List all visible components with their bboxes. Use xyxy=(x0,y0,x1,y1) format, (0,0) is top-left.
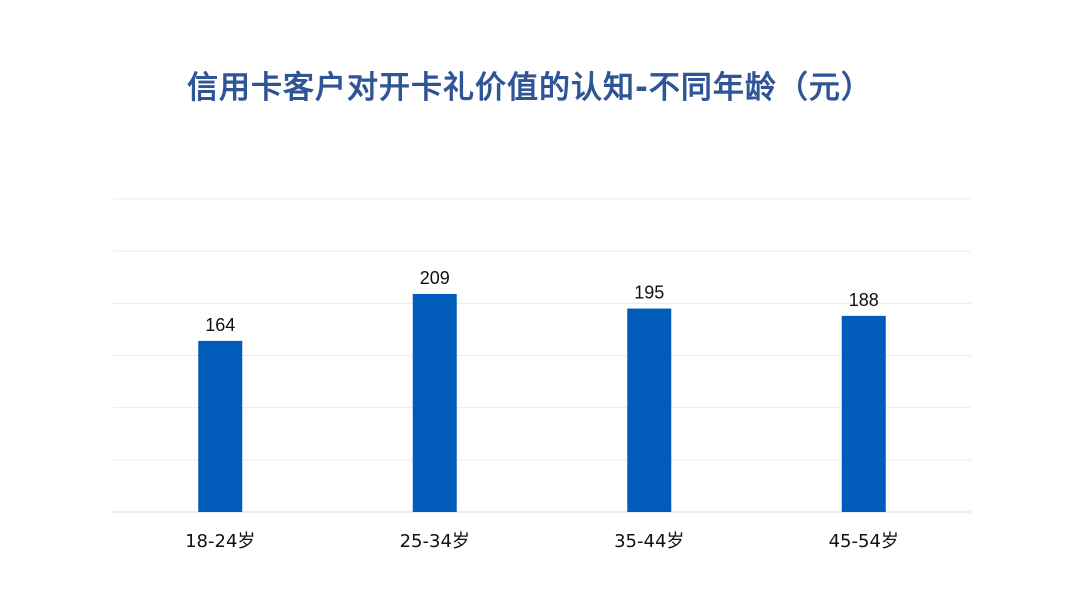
data-label: 195 xyxy=(634,283,664,303)
x-tick-label: 18-24岁 xyxy=(185,531,255,552)
x-tick-label: 45-54岁 xyxy=(829,531,899,552)
bar xyxy=(412,293,457,512)
data-label: 188 xyxy=(849,290,879,310)
x-tick-label: 25-34岁 xyxy=(400,531,470,552)
x-tick-label: 35-44岁 xyxy=(614,531,684,552)
bar xyxy=(841,315,886,512)
chart-title: 信用卡客户对开卡礼价值的认知-不同年龄（元） xyxy=(187,70,873,106)
bar xyxy=(198,340,243,512)
bar xyxy=(627,308,672,512)
data-label: 209 xyxy=(420,268,450,288)
data-label: 164 xyxy=(205,315,235,335)
